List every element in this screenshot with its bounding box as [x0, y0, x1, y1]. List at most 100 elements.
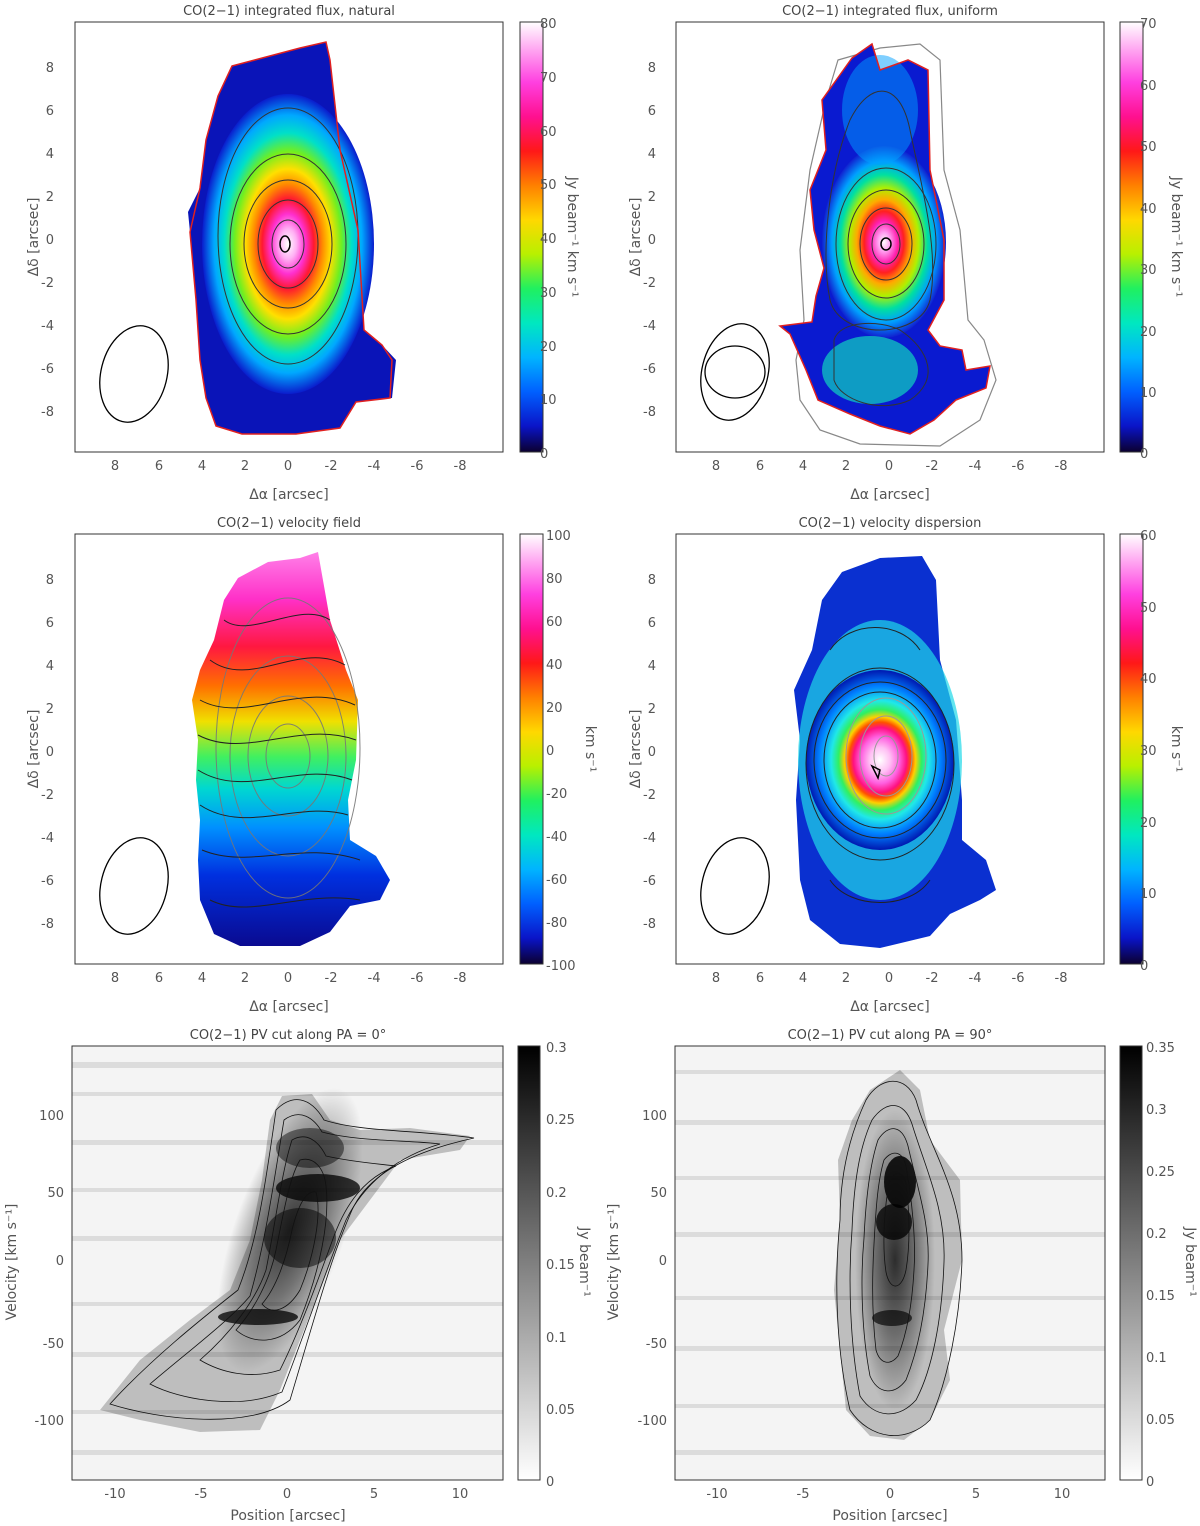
pv-emission-blob [855, 1110, 935, 1410]
y-axis-label: Velocity [km s⁻¹] [606, 1204, 622, 1321]
y-tick-label: 8 [46, 61, 54, 76]
flux-contour [257, 199, 319, 289]
beam-ellipse [99, 325, 169, 423]
panel-title: CO(2−1) PV cut along PA = 0° [190, 1028, 387, 1043]
colorbar-ticks: 0 10 20 30 40 50 60 70 [1140, 17, 1157, 462]
x-ticks: -10 -5 0 5 10 [104, 1487, 468, 1502]
x-tick-label: -6 [1012, 971, 1025, 986]
x-tick-label: 5 [370, 1487, 378, 1502]
x-tick-label: -4 [969, 459, 982, 474]
isovelocity-contour [201, 849, 361, 861]
colorbar-tick-label: 60 [546, 615, 563, 630]
colorbar-label: Jy beam⁻¹ km s⁻¹ [564, 176, 580, 298]
x-tick-label: 6 [756, 971, 764, 986]
pv-contour [849, 1105, 945, 1415]
dispersion-contour [829, 879, 931, 903]
colorbar-tick-label: 60 [540, 125, 557, 140]
colorbar [519, 533, 544, 965]
y-axis-label: Velocity [km s⁻¹] [4, 1204, 20, 1321]
panel-pv-pa0: CO(2−1) PV cut along PA = 0° [4, 1028, 592, 1524]
y-tick-label: -50 [646, 1337, 667, 1352]
pv-contour [199, 1136, 397, 1375]
pv-contour [883, 1173, 910, 1287]
x-ticks: 8 6 4 2 0 -2 -4 -6 -8 [712, 459, 1068, 474]
isovelocity-contour [197, 733, 357, 744]
colorbar-tick-label: -60 [546, 873, 567, 888]
isovelocity-contour [199, 696, 356, 709]
y-tick-label: 0 [46, 233, 54, 248]
y-ticks: 8 6 4 2 0 -2 -4 -6 -8 [41, 573, 54, 932]
pv-emission-blob [276, 1174, 360, 1202]
pv-emission-blob [218, 1309, 298, 1325]
panel-title: CO(2−1) PV cut along PA = 90° [788, 1028, 993, 1043]
colorbar-label: km s⁻¹ [582, 726, 598, 773]
x-tick-label: -10 [104, 1487, 125, 1502]
dispersion-contour [813, 681, 947, 839]
x-tick-label: -2 [926, 971, 939, 986]
y-tick-label: -2 [643, 276, 656, 291]
pv-contour [261, 1191, 319, 1311]
pv-contour [836, 1080, 963, 1436]
flux-contour [871, 223, 901, 265]
colorbar [517, 1045, 541, 1481]
y-axis-label: Δδ [arcsec] [628, 198, 644, 277]
colorbar [1119, 1045, 1143, 1481]
y-tick-label: 0 [648, 745, 656, 760]
flux-outer-contour [778, 42, 991, 435]
colorbar-tick-label: 0 [1140, 447, 1148, 462]
colorbar-tick-label: 30 [1140, 744, 1157, 759]
colorbar-tick-label: 60 [1140, 529, 1157, 544]
x-axis-label: Δα [arcsec] [249, 487, 329, 503]
dispersion-core [806, 670, 954, 850]
colorbar-label: Jy beam⁻¹ [1182, 1226, 1198, 1297]
flux-contour-overlay [845, 697, 927, 815]
colorbar-tick-label: 0.05 [546, 1403, 575, 1418]
y-tick-label: 100 [642, 1109, 667, 1124]
colorbar-label: km s⁻¹ [1168, 726, 1184, 773]
y-tick-label: 50 [650, 1186, 667, 1201]
colorbar-label: Jy beam⁻¹ km s⁻¹ [1168, 176, 1184, 298]
x-tick-label: 4 [198, 971, 206, 986]
y-tick-label: -8 [643, 405, 656, 420]
y-tick-label: 2 [46, 190, 54, 205]
y-tick-label: -6 [643, 874, 656, 889]
flux-contour-overlay [265, 723, 311, 789]
x-tick-label: 0 [284, 971, 292, 986]
y-tick-label: -8 [643, 917, 656, 932]
emission-core [202, 94, 374, 394]
y-tick-label: -50 [43, 1337, 64, 1352]
y-axis-label: Δδ [arcsec] [26, 198, 42, 277]
y-tick-label: 0 [659, 1254, 667, 1269]
x-ticks: 8 6 4 2 0 -2 -4 -6 -8 [111, 459, 467, 474]
x-tick-label: -6 [411, 459, 424, 474]
colorbar-tick-label: 20 [540, 340, 557, 355]
colorbar-tick-label: 0.3 [546, 1041, 567, 1056]
x-tick-label: 6 [155, 459, 163, 474]
y-tick-label: 4 [46, 147, 54, 162]
pv-contour [861, 1128, 929, 1392]
y-tick-label: -8 [41, 917, 54, 932]
flux-contour [825, 90, 934, 331]
y-tick-label: -8 [41, 405, 54, 420]
isovelocity-contour [197, 769, 353, 783]
x-tick-label: 0 [885, 459, 893, 474]
colorbar-tick-label: 0 [1140, 959, 1148, 974]
x-ticks: -10 -5 0 5 10 [706, 1487, 1070, 1502]
y-ticks: 8 6 4 2 0 -2 -4 -6 -8 [643, 573, 656, 932]
flux-contour [229, 153, 347, 335]
colorbar-tick-label: 10 [1140, 887, 1157, 902]
isovelocity-contour [223, 613, 331, 627]
y-tick-label: -2 [41, 788, 54, 803]
x-tick-label: -10 [706, 1487, 727, 1502]
colorbar-tick-label: 20 [1140, 816, 1157, 831]
y-tick-label: -100 [637, 1414, 667, 1429]
colorbar-ticks: 0 0.05 0.1 0.15 0.2 0.25 0.3 [546, 1041, 575, 1490]
y-tick-label: 4 [46, 659, 54, 674]
flux-contour [833, 322, 929, 407]
isovelocity-contour [209, 897, 361, 908]
x-tick-label: -4 [368, 459, 381, 474]
x-tick-label: -4 [368, 971, 381, 986]
panel-flux-uniform: CO(2−1) integrated flux, uniform 8 6 [628, 4, 1184, 503]
y-tick-label: 2 [46, 702, 54, 717]
y-tick-label: -4 [41, 319, 54, 334]
